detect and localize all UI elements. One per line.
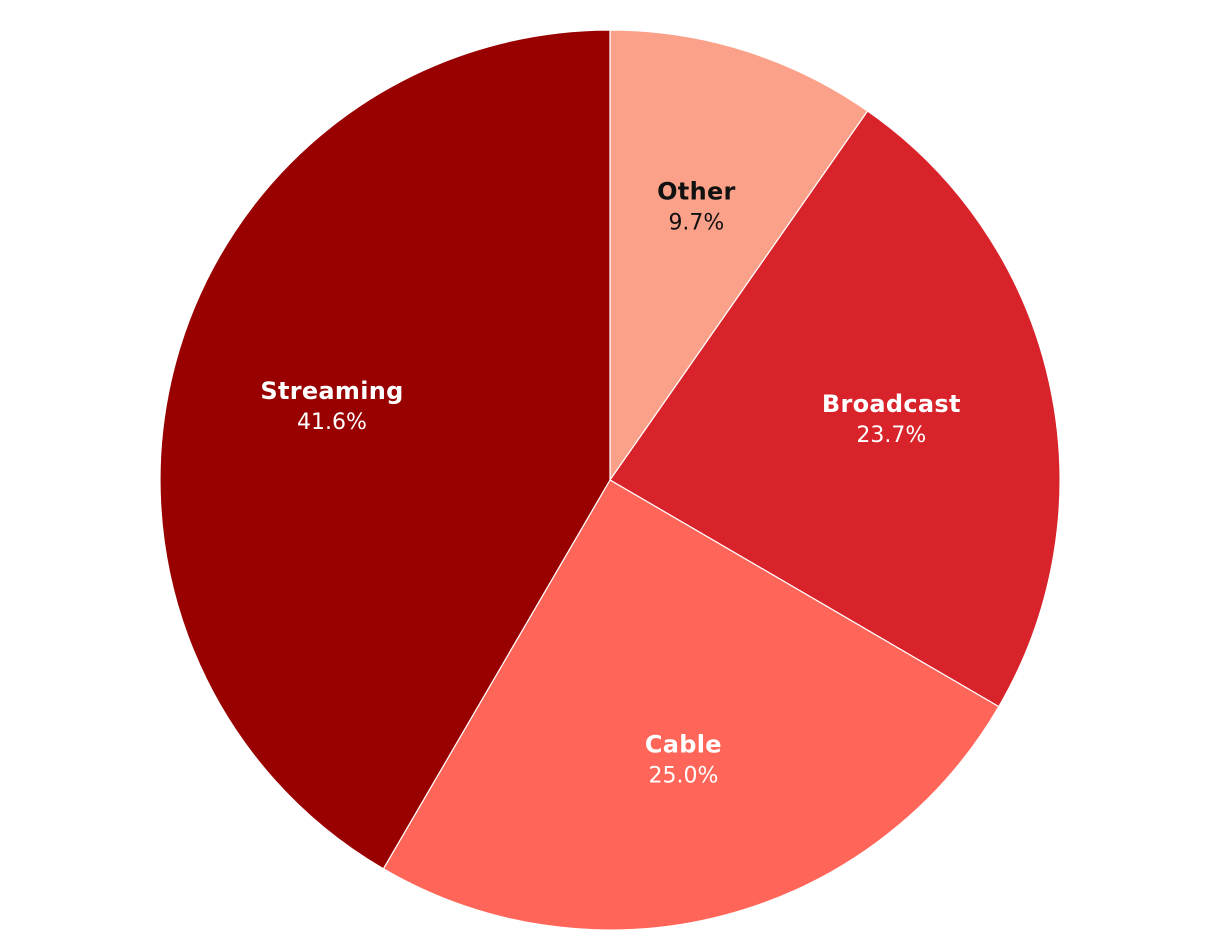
slice-label-cable: Cable <box>645 731 722 759</box>
slice-value-cable: 25.0% <box>648 764 718 789</box>
slice-value-other: 9.7% <box>668 210 724 235</box>
pie-slice-other <box>609 29 869 481</box>
pie-slice-broadcast <box>609 110 1061 708</box>
pie-slice-streaming <box>159 29 611 870</box>
slice-value-broadcast: 23.7% <box>856 423 926 448</box>
pie-labels: Other 9.7% Broadcast 23.7% Cable 25.0% Streami… <box>260 177 960 788</box>
slice-label-streaming: Streaming <box>260 377 403 405</box>
pie-slice-cable <box>382 479 1000 931</box>
slice-label-other: Other <box>657 177 736 205</box>
slice-value-streaming: 41.6% <box>297 410 367 435</box>
pie-slices <box>159 29 1061 931</box>
slice-label-broadcast: Broadcast <box>822 390 961 418</box>
